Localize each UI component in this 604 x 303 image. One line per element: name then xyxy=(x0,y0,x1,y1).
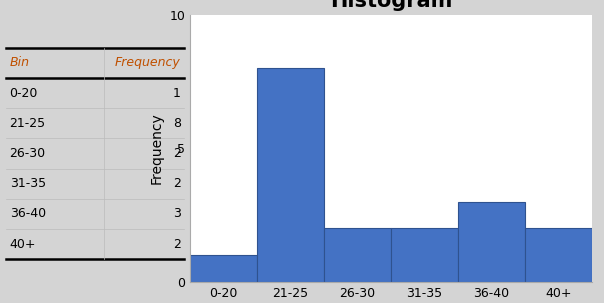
Text: 2: 2 xyxy=(173,238,181,251)
Text: 3: 3 xyxy=(173,207,181,220)
Text: 8: 8 xyxy=(173,117,181,130)
Bar xyxy=(324,228,391,282)
Text: Bin: Bin xyxy=(10,56,30,69)
Text: 40+: 40+ xyxy=(10,238,36,251)
Text: 21-25: 21-25 xyxy=(10,117,46,130)
Text: 2: 2 xyxy=(173,177,181,190)
Bar xyxy=(257,68,324,282)
Bar xyxy=(391,228,458,282)
Text: 31-35: 31-35 xyxy=(10,177,46,190)
Title: Histogram: Histogram xyxy=(330,0,452,11)
Bar xyxy=(525,228,592,282)
Y-axis label: Frequency: Frequency xyxy=(150,113,164,184)
Text: 36-40: 36-40 xyxy=(10,207,46,220)
Text: 0-20: 0-20 xyxy=(10,87,38,100)
Bar xyxy=(190,255,257,282)
Text: 2: 2 xyxy=(173,147,181,160)
Text: Frequency: Frequency xyxy=(115,56,181,69)
Bar xyxy=(458,202,525,282)
Text: 26-30: 26-30 xyxy=(10,147,46,160)
Text: 1: 1 xyxy=(173,87,181,100)
